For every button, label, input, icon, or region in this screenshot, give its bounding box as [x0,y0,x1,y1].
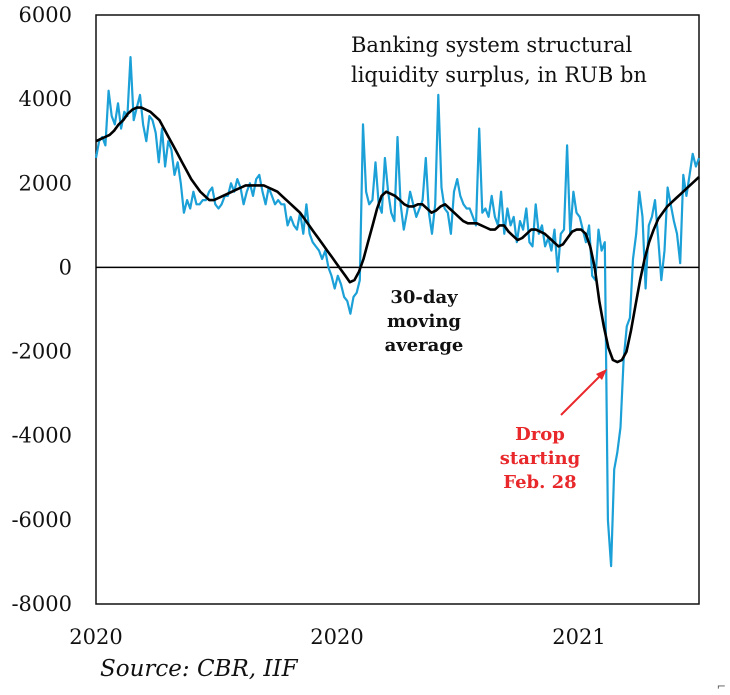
moving-average-label-line-2: moving [387,311,461,332]
x-tick-label: 2020 [310,625,363,649]
moving-average-label-line-3: average [385,335,464,356]
resize-handle-icon[interactable]: ⌐ [716,680,726,693]
x-tick-label: 2021 [552,625,605,649]
y-tick-label: -6000 [11,508,72,532]
drop-label-line-2: starting [500,448,581,469]
chart-title-line-1: Banking system structural [351,33,632,57]
y-tick-label: -2000 [11,340,72,364]
plot-area-frame [95,14,700,605]
y-axis-tick-labels: 6000 4000 2000 0 -2000 -4000 -6000 -8000 [11,3,72,616]
y-tick-label: -8000 [11,592,72,616]
moving-average-series-line [95,106,700,364]
y-tick-label: 0 [59,255,72,279]
y-tick-label: 2000 [19,171,72,195]
drop-arrow [560,369,607,416]
chart-title-line-2: liquidity surplus, in RUB bn [351,63,647,87]
y-tick-label: 6000 [19,3,72,27]
x-axis-tick-labels: 2020 2020 2021 [69,625,605,649]
x-tick-label: 2020 [69,625,122,649]
drop-label-line-3: Feb. 28 [503,472,576,493]
moving-average-label-line-1: 30-day [390,287,458,308]
daily-series-line [94,56,701,568]
source-note: Source: CBR, IIF [100,656,298,682]
y-tick-label: -4000 [11,424,72,448]
drop-label-line-1: Drop [515,424,565,445]
y-tick-label: 4000 [19,87,72,111]
